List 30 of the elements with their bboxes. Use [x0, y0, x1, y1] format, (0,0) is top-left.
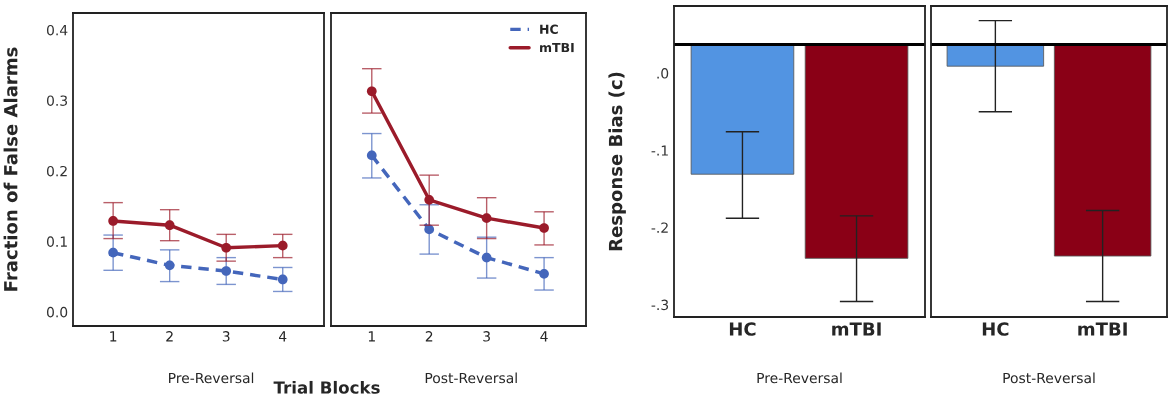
x-axis-title: Post-Reversal: [425, 372, 517, 384]
x-tick-label: HC: [982, 322, 1009, 336]
legend-label: HC: [540, 24, 558, 34]
y-tick-label: -.3: [651, 299, 669, 311]
y-axis-title: Response Bias (c): [608, 72, 626, 251]
x-tick-label: 3: [222, 331, 230, 342]
x-tick-label: 2: [166, 331, 173, 342]
y-tick-label: 0.1: [46, 236, 67, 247]
y-axis-title: Fraction of False Alarms: [3, 47, 18, 291]
x-axis-title: Pre-Reversal: [169, 372, 254, 384]
x-tick-label: mTBI: [1078, 322, 1127, 336]
x-tick-label: HC: [729, 322, 756, 336]
x-axis-title: Post-Reversal: [1003, 372, 1095, 384]
x-tick-label: 2: [425, 331, 433, 342]
x-tick-label: 4: [278, 331, 287, 342]
y-tick-label: -.1: [651, 145, 668, 156]
y-tick-label: 0.3: [46, 95, 68, 106]
y-tick-label: .0: [657, 68, 669, 79]
y-tick-label: 0.4: [46, 24, 68, 36]
text: Trial Blocks: [273, 380, 380, 394]
y-tick-label: 0.2: [46, 165, 67, 177]
y-tick-label: -.2: [651, 222, 668, 233]
x-tick-label: 3: [483, 331, 490, 342]
y-tick-label: 0.0: [46, 306, 68, 318]
x-tick-label: 1: [110, 331, 117, 342]
x-tick-label: mTBI: [832, 322, 881, 336]
x-tick-label: 1: [368, 331, 375, 342]
legend-label: mTBI: [540, 42, 574, 53]
x-tick-label: 4: [540, 331, 548, 342]
x-axis-title: Pre-Reversal: [757, 372, 842, 384]
